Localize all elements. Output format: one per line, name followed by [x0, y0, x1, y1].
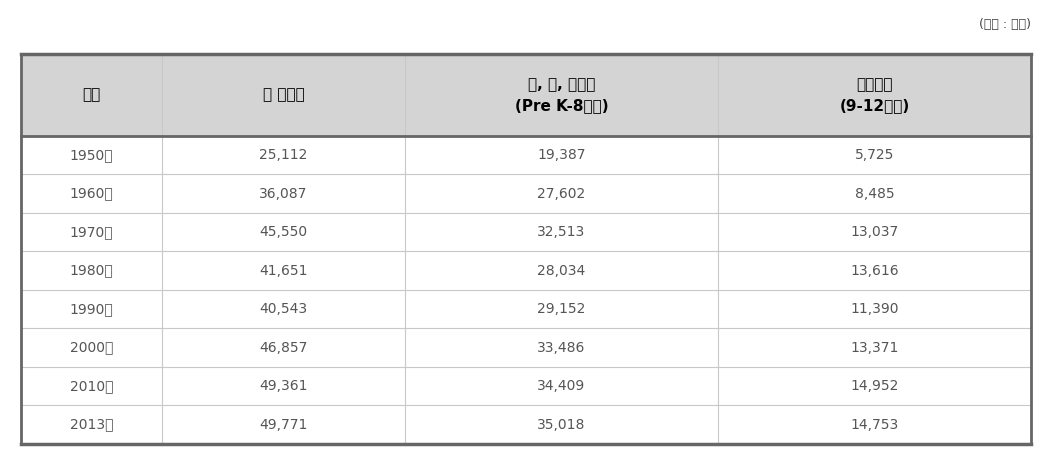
Text: 2000년: 2000년 [70, 341, 114, 355]
Text: 1950년: 1950년 [69, 148, 114, 162]
Text: 41,651: 41,651 [260, 264, 308, 278]
Text: 49,361: 49,361 [260, 379, 308, 393]
Text: 40,543: 40,543 [260, 302, 307, 316]
Text: 13,371: 13,371 [850, 341, 898, 355]
Text: 총 학생수: 총 학생수 [263, 87, 304, 103]
Text: 2013년: 2013년 [70, 418, 114, 432]
Text: 19,387: 19,387 [538, 148, 586, 162]
Text: 13,616: 13,616 [850, 264, 898, 278]
Text: 27,602: 27,602 [538, 187, 586, 201]
Text: 14,952: 14,952 [850, 379, 898, 393]
Text: 2010년: 2010년 [70, 379, 114, 393]
Text: 32,513: 32,513 [538, 225, 586, 239]
Text: 1990년: 1990년 [69, 302, 114, 316]
Text: 29,152: 29,152 [538, 302, 586, 316]
Text: 46,857: 46,857 [260, 341, 308, 355]
Text: 33,486: 33,486 [538, 341, 586, 355]
Text: 11,390: 11,390 [850, 302, 898, 316]
Text: 1960년: 1960년 [69, 187, 114, 201]
Text: 25,112: 25,112 [260, 148, 308, 162]
Text: 1970년: 1970년 [69, 225, 114, 239]
Text: 고등학생
(9-12학년): 고등학생 (9-12학년) [839, 77, 910, 113]
Text: 5,725: 5,725 [854, 148, 894, 162]
Text: 45,550: 45,550 [260, 225, 307, 239]
Text: 1980년: 1980년 [69, 264, 114, 278]
Text: 유, 초, 중학생
(Pre K-8학년): 유, 초, 중학생 (Pre K-8학년) [514, 77, 608, 113]
Text: 36,087: 36,087 [260, 187, 308, 201]
Text: 49,771: 49,771 [260, 418, 308, 432]
Text: 13,037: 13,037 [850, 225, 898, 239]
Text: 34,409: 34,409 [538, 379, 586, 393]
Text: 구분: 구분 [83, 87, 101, 103]
Text: 14,753: 14,753 [850, 418, 898, 432]
Text: 35,018: 35,018 [538, 418, 586, 432]
Text: 28,034: 28,034 [538, 264, 586, 278]
Text: (단위 : 천명): (단위 : 천명) [979, 18, 1031, 31]
Text: 8,485: 8,485 [854, 187, 894, 201]
